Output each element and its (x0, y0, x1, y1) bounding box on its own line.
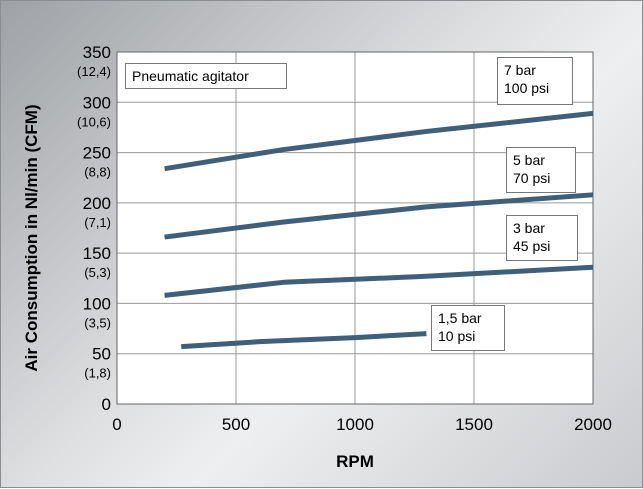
chart-title: Pneumatic agitator (132, 68, 249, 84)
series-label-line: 45 psi (513, 238, 551, 254)
series-line (164, 110, 594, 172)
x-tick-label: 2000 (574, 415, 612, 434)
y-tick-label: 350 (83, 43, 111, 62)
series-label-3bar: 3 bar 45 psi (506, 215, 578, 261)
y-tick-sublabel: (3,5) (84, 315, 111, 330)
series-label-line: 10 psi (438, 328, 476, 344)
series-label-7bar: 7 bar 100 psi (497, 57, 573, 105)
x-tick-label: 0 (112, 415, 121, 434)
series-label-line: 7 bar (504, 62, 536, 78)
x-tick-label: 1000 (336, 415, 374, 434)
y-tick-label: 100 (83, 294, 111, 313)
series-line (164, 192, 594, 240)
series-label-line: 1,5 bar (438, 310, 482, 326)
series-label-line: 70 psi (513, 170, 551, 186)
y-tick-label: 200 (83, 194, 111, 213)
series-label-1-5bar: 1,5 bar 10 psi (431, 305, 505, 351)
y-tick-label: 250 (83, 144, 111, 163)
y-tick-label: 50 (92, 345, 111, 364)
y-tick-label: 150 (83, 244, 111, 263)
y-tick-sublabel: (8,8) (84, 165, 111, 180)
series-line (164, 264, 594, 298)
y-tick-sublabel: (10,6) (77, 114, 111, 129)
y-tick-sublabel: (1,8) (84, 366, 111, 381)
plot-border (116, 51, 594, 405)
series-label-line: 3 bar (513, 220, 545, 236)
y-tick-sublabel: (7,1) (84, 215, 111, 230)
x-tick-label: 1500 (455, 415, 493, 434)
chart-title-box: Pneumatic agitator (125, 63, 287, 89)
x-tick-label: 500 (222, 415, 250, 434)
x-axis-title: RPM (336, 452, 374, 471)
series-label-line: 100 psi (504, 80, 550, 96)
series-label-line: 5 bar (513, 152, 545, 168)
series-label-5bar: 5 bar 70 psi (506, 147, 576, 193)
y-tick-sublabel: (5,3) (84, 265, 111, 280)
y-axis-title: Air Consumption in Nl/min (CFM) (22, 104, 41, 371)
y-tick-label: 0 (102, 395, 111, 414)
y-tick-label: 300 (83, 93, 111, 112)
series-line (181, 331, 427, 350)
y-tick-sublabel: (12,4) (77, 64, 111, 79)
